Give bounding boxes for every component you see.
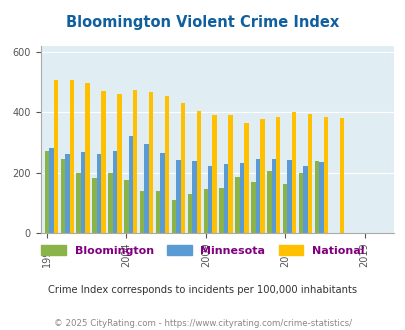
Bar xyxy=(124,180,128,233)
Bar xyxy=(298,173,303,233)
Bar xyxy=(92,178,96,233)
Bar xyxy=(180,103,185,233)
Bar xyxy=(101,91,105,233)
Bar xyxy=(235,177,239,233)
Bar xyxy=(60,159,65,233)
Bar xyxy=(96,153,101,233)
Bar xyxy=(219,187,223,233)
Text: © 2025 CityRating.com - https://www.cityrating.com/crime-statistics/: © 2025 CityRating.com - https://www.city… xyxy=(54,319,351,328)
Bar xyxy=(81,152,85,233)
Bar xyxy=(307,114,311,233)
Bar xyxy=(251,182,255,233)
Bar xyxy=(207,166,212,233)
Bar xyxy=(239,163,244,233)
Bar xyxy=(192,161,196,233)
Bar xyxy=(196,111,200,233)
Bar xyxy=(255,159,260,233)
Text: Bloomington Violent Crime Index: Bloomington Violent Crime Index xyxy=(66,15,339,30)
Bar xyxy=(171,200,176,233)
Bar xyxy=(291,112,296,233)
Bar xyxy=(160,153,164,233)
Bar xyxy=(113,151,117,233)
Bar xyxy=(244,123,248,233)
Bar xyxy=(156,190,160,233)
Bar xyxy=(85,83,90,233)
Legend: Bloomington, Minnesota, National: Bloomington, Minnesota, National xyxy=(37,241,368,260)
Bar xyxy=(339,118,343,233)
Bar xyxy=(260,119,264,233)
Bar xyxy=(323,117,327,233)
Bar xyxy=(266,171,271,233)
Bar xyxy=(108,173,113,233)
Bar xyxy=(314,161,318,233)
Text: Crime Index corresponds to incidents per 100,000 inhabitants: Crime Index corresponds to incidents per… xyxy=(48,285,357,295)
Bar xyxy=(133,89,137,233)
Bar xyxy=(164,96,169,233)
Bar xyxy=(53,80,58,233)
Bar xyxy=(140,190,144,233)
Bar xyxy=(76,173,81,233)
Bar xyxy=(271,159,275,233)
Bar xyxy=(144,144,149,233)
Bar xyxy=(45,151,49,233)
Bar xyxy=(65,154,69,233)
Bar xyxy=(117,94,121,233)
Bar xyxy=(303,167,307,233)
Bar xyxy=(176,160,180,233)
Bar xyxy=(228,115,232,233)
Bar xyxy=(282,184,287,233)
Bar xyxy=(203,189,207,233)
Bar xyxy=(69,80,74,233)
Bar xyxy=(49,148,53,233)
Bar xyxy=(318,162,323,233)
Bar xyxy=(128,136,133,233)
Bar xyxy=(212,115,216,233)
Bar xyxy=(275,117,280,233)
Bar xyxy=(223,164,228,233)
Bar xyxy=(287,160,291,233)
Bar xyxy=(149,92,153,233)
Bar xyxy=(187,194,192,233)
